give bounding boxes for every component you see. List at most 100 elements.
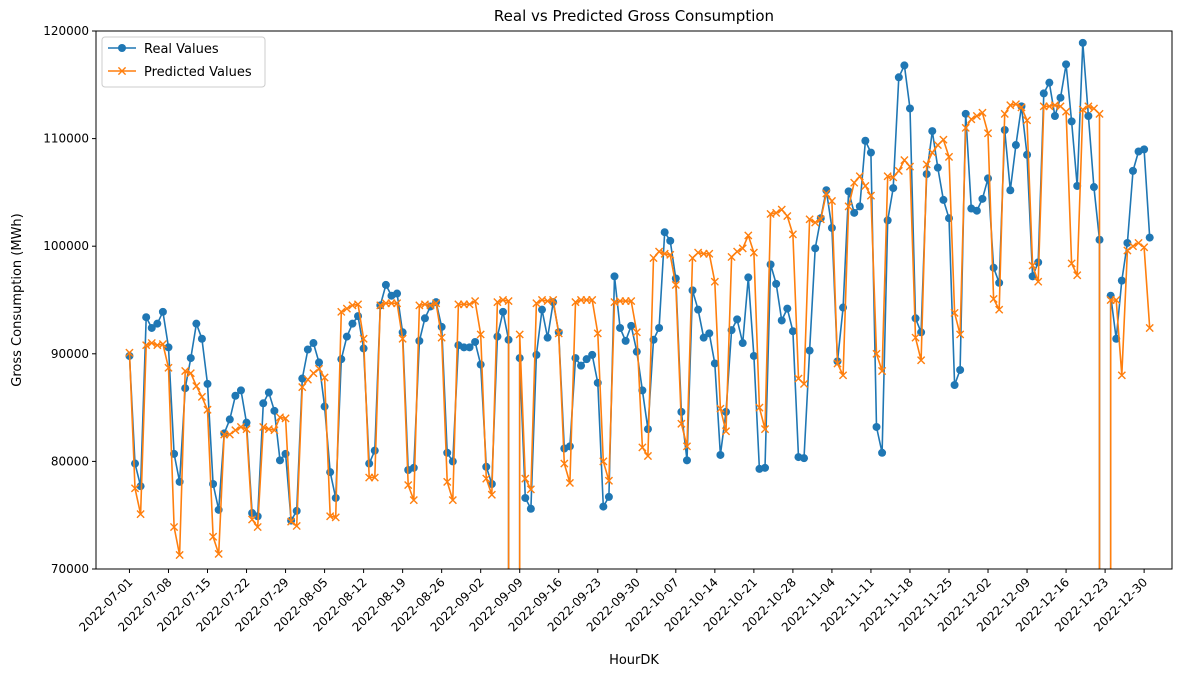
data-point [292, 521, 301, 531]
data-point [666, 250, 675, 259]
data-point [443, 448, 452, 457]
y-tick-label: 70000 [51, 562, 89, 576]
y-tick-label: 100000 [43, 239, 89, 253]
x-axis-label: HourDK [609, 653, 659, 668]
data-point [1073, 181, 1082, 190]
series-layer [125, 38, 1154, 569]
data-point [827, 196, 837, 206]
data-point [493, 332, 502, 341]
data-point [738, 244, 747, 253]
data-point [699, 333, 708, 342]
data-point [811, 218, 820, 227]
data-point [571, 298, 580, 307]
data-point [894, 73, 903, 82]
data-point [471, 296, 480, 306]
data-point [956, 330, 965, 339]
data-point [571, 354, 580, 363]
data-point [733, 315, 742, 324]
data-point [844, 202, 853, 211]
data-point [989, 263, 998, 272]
data-point [248, 515, 257, 524]
data-point [1050, 112, 1059, 121]
data-point [315, 358, 324, 367]
legend-item: Real Values [108, 42, 219, 57]
data-point [939, 135, 948, 144]
data-point [710, 359, 719, 368]
data-point [164, 363, 173, 372]
data-point [197, 334, 206, 343]
data-point [777, 316, 786, 325]
data-point [1039, 89, 1048, 98]
data-point [142, 313, 151, 322]
data-point [783, 304, 792, 313]
data-point [1123, 238, 1132, 247]
data-point [861, 181, 870, 191]
data-point [398, 334, 407, 343]
data-point [744, 231, 753, 240]
data-point [175, 550, 184, 560]
data-point [169, 522, 179, 532]
data-point [588, 350, 597, 359]
data-point [811, 244, 820, 253]
legend: Real Values Predicted Values [101, 36, 266, 88]
data-point [270, 406, 279, 415]
data-point [928, 148, 937, 157]
data-point [855, 172, 864, 181]
data-point [376, 301, 385, 310]
data-point [181, 366, 190, 376]
data-point [526, 504, 535, 513]
data-point [599, 502, 608, 511]
data-point [404, 480, 413, 490]
data-point [158, 307, 167, 316]
data-point [688, 286, 697, 295]
y-axis: 70000 80000 90000 100000 110000 120000 [43, 24, 96, 576]
data-point [950, 308, 959, 318]
data-point [616, 323, 625, 332]
data-point [130, 484, 140, 493]
data-point [197, 392, 207, 401]
data-point [850, 208, 859, 217]
plot-frame [95, 30, 1173, 570]
data-point [961, 123, 970, 132]
data-point [326, 468, 335, 477]
data-point [298, 383, 307, 392]
data-point [604, 492, 613, 501]
data-point [783, 211, 792, 221]
data-point [705, 249, 714, 258]
data-point [833, 359, 842, 368]
data-point [855, 202, 864, 211]
data-point [309, 339, 318, 348]
data-point [621, 336, 630, 345]
data-point [956, 365, 965, 374]
data-point [972, 111, 981, 121]
data-point [164, 343, 173, 352]
series-line [128, 42, 1151, 569]
data-point [655, 323, 664, 332]
data-point [1112, 295, 1121, 305]
data-point [448, 457, 457, 466]
data-point [1140, 243, 1149, 252]
legend-marker [118, 44, 126, 52]
data-point [532, 299, 541, 308]
data-point [320, 402, 329, 411]
data-point [905, 104, 914, 113]
data-point [604, 476, 614, 485]
data-point [922, 160, 931, 169]
series-real [125, 38, 1154, 569]
data-point [744, 273, 753, 282]
data-point [549, 295, 558, 305]
data-point [654, 247, 664, 256]
data-point [236, 386, 245, 395]
data-point [638, 443, 647, 452]
data-point [939, 195, 948, 204]
data-point [337, 307, 346, 316]
data-point [978, 194, 987, 203]
data-point [153, 319, 162, 328]
data-point [320, 373, 329, 382]
data-point [995, 305, 1004, 314]
data-point [889, 184, 898, 193]
data-point [303, 375, 312, 384]
data-point [287, 517, 296, 526]
series-line [128, 103, 1151, 569]
data-point [643, 451, 653, 461]
